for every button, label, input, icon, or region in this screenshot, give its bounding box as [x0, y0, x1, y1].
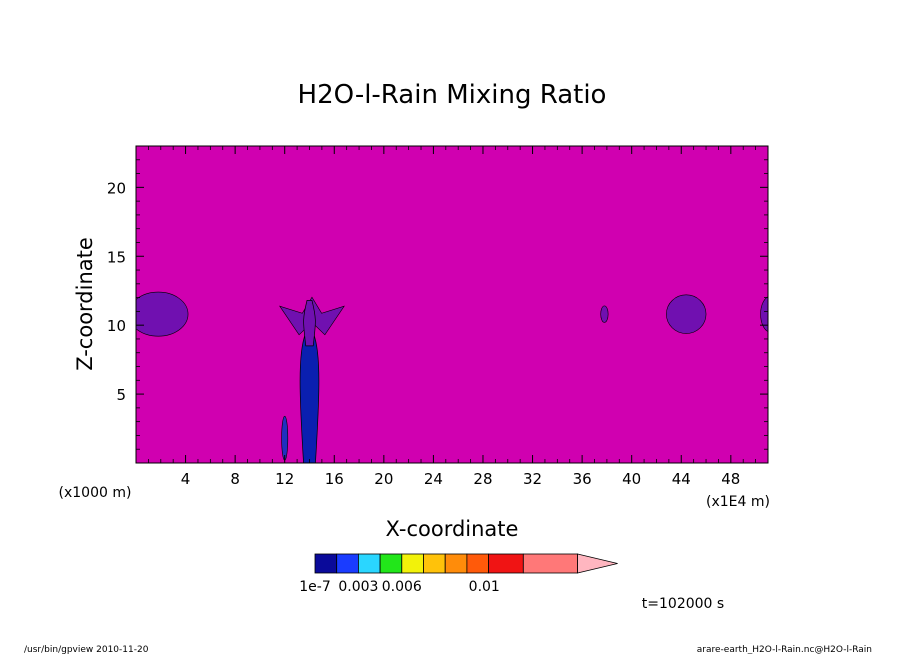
- contour-region: [600, 305, 609, 323]
- y-tick-label: 10: [107, 317, 126, 335]
- x-tick-label: 36: [573, 470, 592, 488]
- contour-region: [281, 415, 289, 461]
- field-features: [136, 291, 768, 463]
- colorbar: 1e-7 0.003 0.006 0.01: [299, 553, 618, 595]
- colorbar-tick-label: 0.003: [338, 579, 378, 595]
- colorbar-segment: [466, 553, 489, 574]
- y-tick-label: 20: [107, 179, 126, 197]
- x-tick-label: 16: [325, 470, 344, 488]
- x-tick-label: 40: [622, 470, 641, 488]
- contour-region: [666, 294, 707, 334]
- x-tick-label: 4: [181, 470, 191, 488]
- x-tick-label: 48: [721, 470, 740, 488]
- colorbar-segment: [357, 553, 381, 574]
- x-unit-left: (x1000 m): [59, 485, 132, 501]
- x-tick-label: 8: [230, 470, 240, 488]
- x-tick-label: 12: [275, 470, 294, 488]
- plot-frame: [135, 145, 769, 464]
- x-axis-label: X-coordinate: [386, 517, 519, 541]
- contour-region: [303, 300, 316, 347]
- y-axis-label: Z-coordinate: [73, 237, 97, 371]
- y-tick-label: 5: [116, 386, 126, 404]
- colorbar-segment: [488, 553, 524, 574]
- colorbar-segment: [314, 553, 338, 574]
- x-tick-label: 44: [672, 470, 691, 488]
- colorbar-segment: [379, 553, 403, 574]
- colorbar-segment: [401, 553, 424, 574]
- x-unit-right: (x1E4 m): [706, 494, 770, 510]
- footer-left: /usr/bin/gpview 2010-11-20: [24, 645, 149, 654]
- contour-region: [299, 333, 320, 463]
- colorbar-tick-label: 0.006: [382, 579, 422, 595]
- time-label: t=102000 s: [642, 596, 724, 612]
- colorbar-segment: [423, 553, 446, 574]
- contour-region: [136, 291, 189, 337]
- colorbar-tick-label: 1e-7: [299, 579, 330, 595]
- colorbar-extend-arrow: [577, 553, 618, 574]
- field-background: [136, 146, 768, 463]
- x-tick-label: 32: [523, 470, 542, 488]
- colorbar-segment: [336, 553, 359, 574]
- colorbar-tick-label: 0.01: [469, 579, 500, 595]
- x-tick-label: 24: [424, 470, 443, 488]
- colorbar-segment: [522, 553, 578, 574]
- colorbar-segment: [444, 553, 468, 574]
- y-tick-label: 15: [107, 248, 126, 266]
- chart-title: H2O-l-Rain Mixing Ratio: [298, 80, 607, 110]
- x-tick-label: 28: [473, 470, 492, 488]
- contour-region: [760, 296, 768, 332]
- footer-right: arare-earth_H2O-l-Rain.nc@H2O-l-Rain: [697, 645, 872, 654]
- x-tick-label: 20: [374, 470, 393, 488]
